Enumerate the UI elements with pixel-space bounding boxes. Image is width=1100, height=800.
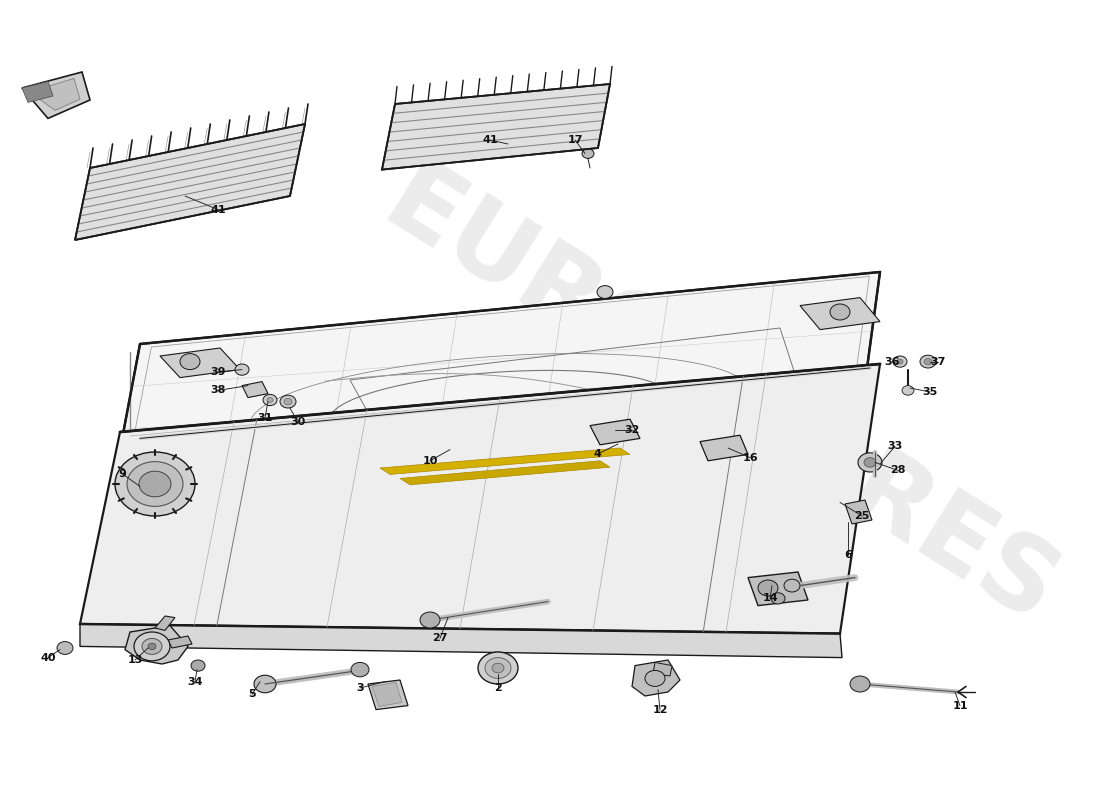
Circle shape — [830, 304, 850, 320]
Polygon shape — [30, 78, 80, 110]
Circle shape — [191, 660, 205, 671]
Text: 39: 39 — [210, 367, 225, 377]
Text: 11: 11 — [953, 701, 968, 710]
Circle shape — [920, 355, 936, 368]
Circle shape — [478, 652, 518, 684]
Text: 41: 41 — [482, 135, 498, 145]
Text: 40: 40 — [41, 653, 56, 662]
Circle shape — [263, 394, 277, 406]
Text: 6: 6 — [844, 550, 851, 560]
Text: 34: 34 — [187, 677, 202, 686]
Circle shape — [582, 149, 594, 158]
Text: 30: 30 — [290, 418, 306, 427]
Circle shape — [485, 658, 512, 678]
Circle shape — [858, 453, 882, 472]
Polygon shape — [368, 680, 408, 710]
Circle shape — [850, 676, 870, 692]
Text: 38: 38 — [210, 386, 225, 395]
Polygon shape — [155, 616, 175, 630]
Text: 16: 16 — [742, 453, 758, 462]
Text: 32: 32 — [625, 426, 640, 435]
Circle shape — [142, 638, 162, 654]
Text: 36: 36 — [884, 357, 900, 366]
Polygon shape — [125, 626, 188, 664]
Text: 9: 9 — [118, 469, 125, 478]
Text: 14: 14 — [762, 594, 778, 603]
Polygon shape — [653, 662, 672, 676]
Circle shape — [902, 386, 914, 395]
Polygon shape — [242, 382, 268, 398]
Circle shape — [893, 356, 907, 367]
Circle shape — [597, 286, 613, 298]
Polygon shape — [748, 572, 808, 606]
Polygon shape — [632, 660, 680, 696]
Text: 33: 33 — [888, 442, 903, 451]
Polygon shape — [100, 272, 880, 568]
Circle shape — [116, 452, 195, 516]
Circle shape — [280, 395, 296, 408]
Text: 31: 31 — [257, 413, 273, 422]
Circle shape — [134, 632, 170, 661]
Polygon shape — [400, 461, 610, 485]
Circle shape — [254, 675, 276, 693]
Polygon shape — [160, 348, 240, 378]
Circle shape — [235, 364, 249, 375]
Circle shape — [148, 643, 156, 650]
Circle shape — [267, 398, 273, 402]
Text: 12: 12 — [652, 706, 668, 715]
Polygon shape — [372, 682, 402, 706]
Circle shape — [864, 458, 876, 467]
Polygon shape — [700, 435, 748, 461]
Circle shape — [784, 579, 800, 592]
Text: EUROSPARES: EUROSPARES — [365, 152, 1075, 648]
Circle shape — [771, 593, 785, 604]
Circle shape — [351, 662, 369, 677]
Polygon shape — [168, 636, 192, 648]
Text: 10: 10 — [422, 456, 438, 466]
Circle shape — [924, 358, 932, 365]
Polygon shape — [75, 124, 305, 240]
Polygon shape — [80, 364, 880, 634]
Circle shape — [180, 354, 200, 370]
Text: 17: 17 — [568, 135, 583, 145]
Circle shape — [420, 612, 440, 628]
Text: 27: 27 — [432, 634, 448, 643]
Polygon shape — [80, 624, 842, 658]
Circle shape — [139, 471, 170, 497]
Text: 2: 2 — [494, 683, 502, 693]
Circle shape — [645, 670, 665, 686]
Text: 41: 41 — [210, 205, 225, 214]
Polygon shape — [845, 500, 872, 524]
Text: 3: 3 — [356, 683, 364, 693]
Polygon shape — [22, 72, 90, 118]
Circle shape — [758, 580, 778, 596]
Circle shape — [492, 663, 504, 673]
Text: 13: 13 — [128, 655, 143, 665]
Text: 25: 25 — [855, 511, 870, 521]
Polygon shape — [590, 419, 640, 445]
Circle shape — [126, 462, 183, 506]
Circle shape — [57, 642, 73, 654]
Text: 37: 37 — [931, 357, 946, 366]
Polygon shape — [379, 448, 630, 474]
Text: 4: 4 — [593, 450, 601, 459]
Polygon shape — [22, 82, 53, 102]
Text: a passion for excellence since 1985: a passion for excellence since 1985 — [389, 458, 651, 630]
Text: 28: 28 — [890, 466, 905, 475]
Polygon shape — [382, 84, 610, 170]
Polygon shape — [100, 556, 845, 588]
Polygon shape — [800, 298, 880, 330]
Circle shape — [896, 359, 903, 364]
Text: 35: 35 — [923, 387, 937, 397]
Text: 5: 5 — [249, 690, 256, 699]
Circle shape — [284, 398, 292, 405]
